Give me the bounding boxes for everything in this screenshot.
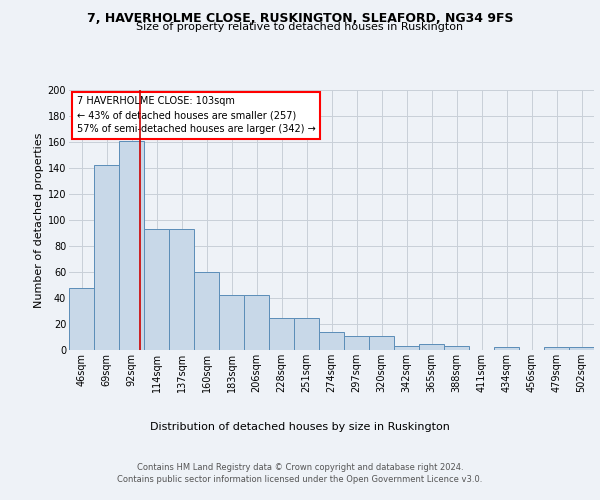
Bar bbox=[244, 296, 269, 350]
Bar bbox=[94, 166, 119, 350]
Bar bbox=[419, 344, 444, 350]
Text: Distribution of detached houses by size in Ruskington: Distribution of detached houses by size … bbox=[150, 422, 450, 432]
Bar bbox=[169, 229, 194, 350]
Bar bbox=[319, 332, 344, 350]
Bar bbox=[444, 346, 469, 350]
Bar bbox=[344, 336, 369, 350]
Bar bbox=[144, 229, 169, 350]
Bar bbox=[569, 348, 594, 350]
Text: 7 HAVERHOLME CLOSE: 103sqm
← 43% of detached houses are smaller (257)
57% of sem: 7 HAVERHOLME CLOSE: 103sqm ← 43% of deta… bbox=[77, 96, 316, 134]
Bar bbox=[369, 336, 394, 350]
Bar bbox=[294, 318, 319, 350]
Text: Size of property relative to detached houses in Ruskington: Size of property relative to detached ho… bbox=[136, 22, 464, 32]
Y-axis label: Number of detached properties: Number of detached properties bbox=[34, 132, 44, 308]
Bar bbox=[544, 348, 569, 350]
Text: Contains HM Land Registry data © Crown copyright and database right 2024.
Contai: Contains HM Land Registry data © Crown c… bbox=[118, 462, 482, 484]
Bar bbox=[194, 272, 219, 350]
Bar bbox=[394, 346, 419, 350]
Text: 7, HAVERHOLME CLOSE, RUSKINGTON, SLEAFORD, NG34 9FS: 7, HAVERHOLME CLOSE, RUSKINGTON, SLEAFOR… bbox=[87, 12, 513, 26]
Bar bbox=[119, 140, 144, 350]
Bar bbox=[269, 318, 294, 350]
Bar bbox=[69, 288, 94, 350]
Bar bbox=[219, 296, 244, 350]
Bar bbox=[494, 348, 519, 350]
